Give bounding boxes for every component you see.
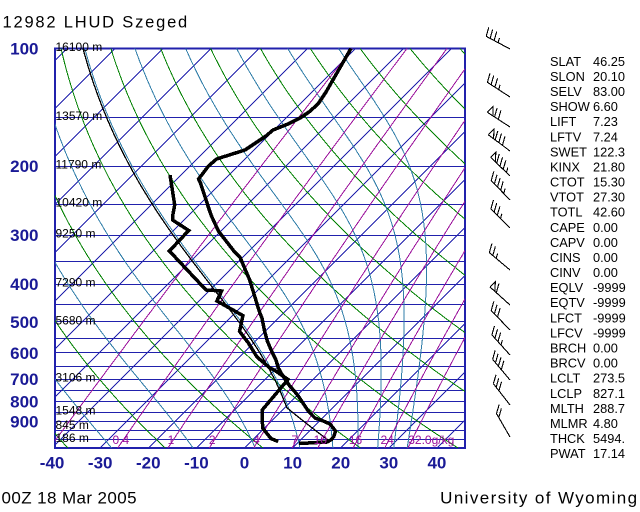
svg-text:400: 400 (10, 275, 38, 294)
svg-text:500: 500 (10, 313, 38, 332)
svg-text:7290 m: 7290 m (56, 275, 96, 289)
svg-text:-20: -20 (136, 454, 161, 473)
svg-text:BRCV: BRCV (550, 356, 586, 371)
svg-text:SELV: SELV (550, 84, 582, 99)
svg-text:7.24: 7.24 (593, 129, 618, 144)
svg-text:PWAT: PWAT (550, 446, 586, 461)
svg-text:7: 7 (291, 433, 298, 447)
svg-text:BRCH: BRCH (550, 341, 586, 356)
svg-text:00Z 18 Mar 2005: 00Z 18 Mar 2005 (2, 489, 137, 508)
svg-text:288.7: 288.7 (593, 401, 625, 416)
svg-text:MLMR: MLMR (550, 416, 588, 431)
svg-text:2: 2 (209, 433, 216, 447)
svg-text:CAPV: CAPV (550, 235, 585, 250)
svg-text:300: 300 (10, 226, 38, 245)
svg-text:24: 24 (380, 433, 394, 447)
svg-text:KINX: KINX (550, 159, 580, 174)
svg-text:700: 700 (10, 370, 38, 389)
svg-text:7.23: 7.23 (593, 114, 618, 129)
svg-text:LFCV: LFCV (550, 325, 583, 340)
svg-text:-9999: -9999 (593, 325, 626, 340)
svg-text:-9999: -9999 (593, 280, 626, 295)
svg-text:83.00: 83.00 (593, 84, 625, 99)
svg-text:21.80: 21.80 (593, 159, 625, 174)
svg-text:16100 m: 16100 m (56, 40, 103, 54)
svg-text:LIFT: LIFT (550, 114, 576, 129)
svg-text:-30: -30 (88, 454, 113, 473)
svg-text:CTOT: CTOT (550, 175, 585, 190)
svg-text:15.30: 15.30 (593, 175, 625, 190)
svg-text:100: 100 (10, 39, 38, 58)
svg-text:200: 200 (10, 157, 38, 176)
svg-text:20.10: 20.10 (593, 69, 625, 84)
svg-text:0.00: 0.00 (593, 341, 618, 356)
svg-text:845 m: 845 m (56, 418, 89, 432)
svg-text:0.00: 0.00 (593, 220, 618, 235)
svg-text:27.30: 27.30 (593, 190, 625, 205)
svg-text:17.14: 17.14 (593, 446, 625, 461)
svg-text:186 m: 186 m (56, 431, 89, 445)
svg-text:-9999: -9999 (593, 310, 626, 325)
svg-text:40: 40 (427, 454, 446, 473)
svg-text:32.0g/kg: 32.0g/kg (408, 433, 454, 447)
svg-text:13570 m: 13570 m (56, 109, 103, 123)
svg-text:1548 m: 1548 m (56, 403, 96, 417)
svg-text:46.25: 46.25 (593, 54, 625, 69)
svg-text:THCK: THCK (550, 431, 585, 446)
svg-text:5494.: 5494. (593, 431, 625, 446)
svg-text:122.3: 122.3 (593, 144, 625, 159)
svg-text:1: 1 (168, 433, 175, 447)
svg-text:800: 800 (10, 393, 38, 412)
svg-text:273.5: 273.5 (593, 371, 625, 386)
svg-text:0.00: 0.00 (593, 356, 618, 371)
svg-text:CINS: CINS (550, 250, 581, 265)
svg-text:LCLP: LCLP (550, 386, 582, 401)
svg-text:-40: -40 (40, 454, 65, 473)
svg-text:0.00: 0.00 (593, 265, 618, 280)
svg-text:4: 4 (253, 433, 260, 447)
svg-text:SWET: SWET (550, 144, 587, 159)
svg-text:9250 m: 9250 m (56, 227, 96, 241)
svg-text:-10: -10 (184, 454, 209, 473)
svg-text:SLAT: SLAT (550, 54, 581, 69)
svg-text:CAPE: CAPE (550, 220, 585, 235)
svg-text:827.1: 827.1 (593, 386, 625, 401)
svg-text:SLON: SLON (550, 69, 585, 84)
svg-text:LCLT: LCLT (550, 371, 581, 386)
svg-text:LFTV: LFTV (550, 129, 582, 144)
svg-text:11790 m: 11790 m (56, 158, 102, 172)
svg-text:12982 LHUD Szeged: 12982 LHUD Szeged (3, 14, 190, 32)
svg-text:20: 20 (331, 454, 350, 473)
svg-text:0: 0 (240, 454, 249, 473)
svg-text:MLTH: MLTH (550, 401, 584, 416)
svg-text:30: 30 (379, 454, 398, 473)
svg-text:600: 600 (10, 344, 38, 363)
svg-text:TOTL: TOTL (550, 205, 582, 220)
svg-text:University of Wyoming: University of Wyoming (440, 489, 638, 508)
svg-text:6.60: 6.60 (593, 99, 618, 114)
svg-text:SHOW: SHOW (550, 99, 591, 114)
svg-text:-9999: -9999 (593, 295, 626, 310)
svg-text:CINV: CINV (550, 265, 581, 280)
svg-text:4.80: 4.80 (593, 416, 618, 431)
svg-text:0.00: 0.00 (593, 250, 618, 265)
svg-text:LFCT: LFCT (550, 310, 582, 325)
svg-text:0.4: 0.4 (112, 433, 129, 447)
svg-text:EQTV: EQTV (550, 295, 585, 310)
svg-text:10: 10 (283, 454, 302, 473)
svg-text:3106 m: 3106 m (56, 371, 96, 385)
svg-text:16: 16 (349, 433, 363, 447)
svg-text:42.60: 42.60 (593, 205, 625, 220)
svg-text:VTOT: VTOT (550, 190, 584, 205)
svg-text:900: 900 (10, 413, 38, 432)
svg-text:EQLV: EQLV (550, 280, 584, 295)
svg-text:10420 m: 10420 m (56, 196, 103, 210)
svg-text:5680 m: 5680 m (56, 313, 96, 327)
svg-text:10: 10 (314, 433, 328, 447)
svg-text:0.00: 0.00 (593, 235, 618, 250)
